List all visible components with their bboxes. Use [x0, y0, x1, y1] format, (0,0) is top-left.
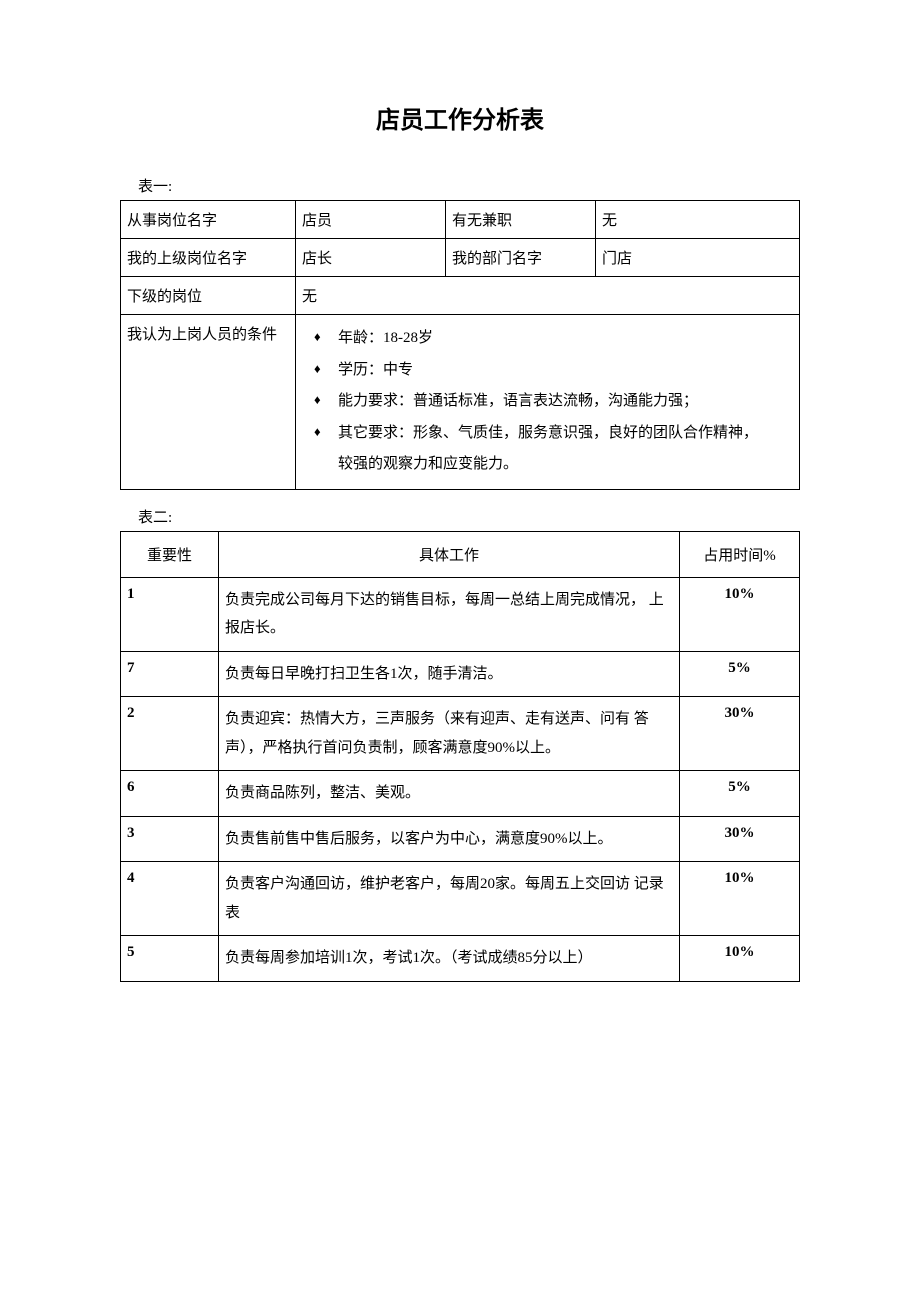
cell-time: 5% [680, 651, 800, 697]
cell-time: 10% [680, 936, 800, 982]
cell-requirements-value: 年龄：18-28岁 学历：中专 能力要求：普通话标准，语言表达流畅，沟通能力强；… [296, 315, 800, 490]
cell-time: 30% [680, 816, 800, 862]
cell-importance: 3 [121, 816, 219, 862]
cell-subordinate-value: 无 [296, 277, 800, 315]
cell-task: 负责商品陈列，整洁、美观。 [219, 771, 680, 817]
document-title: 店员工作分析表 [120, 100, 800, 135]
cell-task: 负责售前售中售后服务，以客户为中心，满意度90%以上。 [219, 816, 680, 862]
requirements-list: 年龄：18-28岁 学历：中专 能力要求：普通话标准，语言表达流畅，沟通能力强；… [302, 323, 793, 449]
table2: 重要性 具体工作 占用时间% 1 负责完成公司每月下达的销售目标，每周一总结上周… [120, 531, 800, 982]
table-row: 4 负责客户沟通回访，维护老客户，每周20家。每周五上交回访 记录表 10% [121, 862, 800, 936]
table-row: 我的上级岗位名字 店长 我的部门名字 门店 [121, 239, 800, 277]
table1: 从事岗位名字 店员 有无兼职 无 我的上级岗位名字 店长 我的部门名字 门店 下… [120, 200, 800, 490]
table-row: 6 负责商品陈列，整洁、美观。 5% [121, 771, 800, 817]
cell-task: 负责每日早晚打扫卫生各1次，随手清洁。 [219, 651, 680, 697]
list-continuation: 较强的观察力和应变能力。 [302, 449, 793, 481]
table-row: 7 负责每日早晚打扫卫生各1次，随手清洁。 5% [121, 651, 800, 697]
cell-time: 5% [680, 771, 800, 817]
cell-requirements-label: 我认为上岗人员的条件 [121, 315, 296, 490]
cell-importance: 1 [121, 577, 219, 651]
list-item: 学历：中专 [314, 355, 793, 387]
cell-task: 负责每周参加培训1次，考试1次。（考试成绩85分以上） [219, 936, 680, 982]
header-importance: 重要性 [121, 531, 219, 577]
table2-label: 表二: [138, 506, 800, 527]
table1-label: 表一: [138, 175, 800, 196]
cell-task: 负责完成公司每月下达的销售目标，每周一总结上周完成情况， 上报店长。 [219, 577, 680, 651]
cell-importance: 6 [121, 771, 219, 817]
cell-parttime-label: 有无兼职 [446, 201, 596, 239]
cell-importance: 5 [121, 936, 219, 982]
cell-importance: 7 [121, 651, 219, 697]
table-row: 下级的岗位 无 [121, 277, 800, 315]
list-item: 年龄：18-28岁 [314, 323, 793, 355]
header-time: 占用时间% [680, 531, 800, 577]
cell-supervisor-label: 我的上级岗位名字 [121, 239, 296, 277]
cell-department-value: 门店 [596, 239, 800, 277]
table-row: 3 负责售前售中售后服务，以客户为中心，满意度90%以上。 30% [121, 816, 800, 862]
cell-importance: 4 [121, 862, 219, 936]
cell-task: 负责迎宾：热情大方，三声服务（来有迎声、走有送声、问有 答声），严格执行首问负责… [219, 697, 680, 771]
cell-task: 负责客户沟通回访，维护老客户，每周20家。每周五上交回访 记录表 [219, 862, 680, 936]
cell-position-value: 店员 [296, 201, 446, 239]
list-item: 能力要求：普通话标准，语言表达流畅，沟通能力强； [314, 386, 793, 418]
cell-time: 30% [680, 697, 800, 771]
header-task: 具体工作 [219, 531, 680, 577]
cell-position-label: 从事岗位名字 [121, 201, 296, 239]
cell-importance: 2 [121, 697, 219, 771]
table-row: 1 负责完成公司每月下达的销售目标，每周一总结上周完成情况， 上报店长。 10% [121, 577, 800, 651]
table-row: 我认为上岗人员的条件 年龄：18-28岁 学历：中专 能力要求：普通话标准，语言… [121, 315, 800, 490]
cell-parttime-value: 无 [596, 201, 800, 239]
cell-department-label: 我的部门名字 [446, 239, 596, 277]
table-row: 2 负责迎宾：热情大方，三声服务（来有迎声、走有送声、问有 答声），严格执行首问… [121, 697, 800, 771]
table-row: 5 负责每周参加培训1次，考试1次。（考试成绩85分以上） 10% [121, 936, 800, 982]
cell-subordinate-label: 下级的岗位 [121, 277, 296, 315]
list-item: 其它要求：形象、气质佳，服务意识强，良好的团队合作精神， [314, 418, 793, 450]
cell-time: 10% [680, 862, 800, 936]
table-row: 从事岗位名字 店员 有无兼职 无 [121, 201, 800, 239]
cell-time: 10% [680, 577, 800, 651]
cell-supervisor-value: 店长 [296, 239, 446, 277]
table-header-row: 重要性 具体工作 占用时间% [121, 531, 800, 577]
